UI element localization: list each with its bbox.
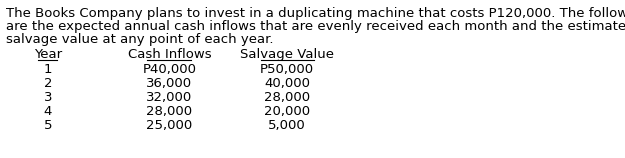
Text: 40,000: 40,000 xyxy=(264,77,310,90)
Text: 25,000: 25,000 xyxy=(146,119,192,132)
Text: 4: 4 xyxy=(44,105,52,118)
Text: 36,000: 36,000 xyxy=(146,77,192,90)
Text: P40,000: P40,000 xyxy=(142,63,196,76)
Text: Year: Year xyxy=(34,48,62,61)
Text: 20,000: 20,000 xyxy=(264,105,310,118)
Text: 1: 1 xyxy=(44,63,52,76)
Text: salvage value at any point of each year.: salvage value at any point of each year. xyxy=(6,33,273,46)
Text: Salvage Value: Salvage Value xyxy=(240,48,334,61)
Text: 5: 5 xyxy=(44,119,52,132)
Text: 5,000: 5,000 xyxy=(268,119,306,132)
Text: 3: 3 xyxy=(44,91,52,104)
Text: are the expected annual cash inflows that are evenly received each month and the: are the expected annual cash inflows tha… xyxy=(6,20,625,33)
Text: 2: 2 xyxy=(44,77,52,90)
Text: P50,000: P50,000 xyxy=(260,63,314,76)
Text: The Books Company plans to invest in a duplicating machine that costs P120,000. : The Books Company plans to invest in a d… xyxy=(6,7,625,20)
Text: 28,000: 28,000 xyxy=(146,105,192,118)
Text: 28,000: 28,000 xyxy=(264,91,310,104)
Text: 32,000: 32,000 xyxy=(146,91,192,104)
Text: Cash Inflows: Cash Inflows xyxy=(127,48,211,61)
